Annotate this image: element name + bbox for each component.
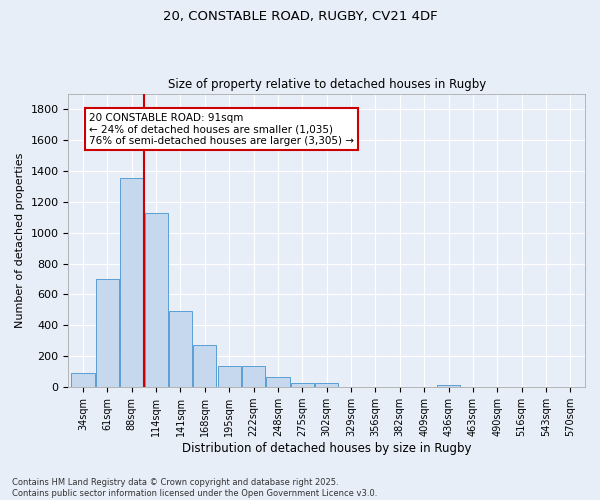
Text: Contains HM Land Registry data © Crown copyright and database right 2025.
Contai: Contains HM Land Registry data © Crown c… [12,478,377,498]
Bar [145,212,168,387]
Bar [71,372,95,387]
Bar [291,382,314,387]
Bar [437,386,460,387]
Text: 20 CONSTABLE ROAD: 91sqm
← 24% of detached houses are smaller (1,035)
76% of sem: 20 CONSTABLE ROAD: 91sqm ← 24% of detach… [89,112,354,146]
Bar [266,377,290,387]
Bar [193,346,217,387]
Bar [242,366,265,387]
Bar [169,312,192,387]
Bar [315,382,338,387]
Y-axis label: Number of detached properties: Number of detached properties [15,152,25,328]
X-axis label: Distribution of detached houses by size in Rugby: Distribution of detached houses by size … [182,442,472,455]
Text: 20, CONSTABLE ROAD, RUGBY, CV21 4DF: 20, CONSTABLE ROAD, RUGBY, CV21 4DF [163,10,437,23]
Bar [96,279,119,387]
Bar [120,178,143,387]
Title: Size of property relative to detached houses in Rugby: Size of property relative to detached ho… [167,78,486,91]
Bar [218,366,241,387]
